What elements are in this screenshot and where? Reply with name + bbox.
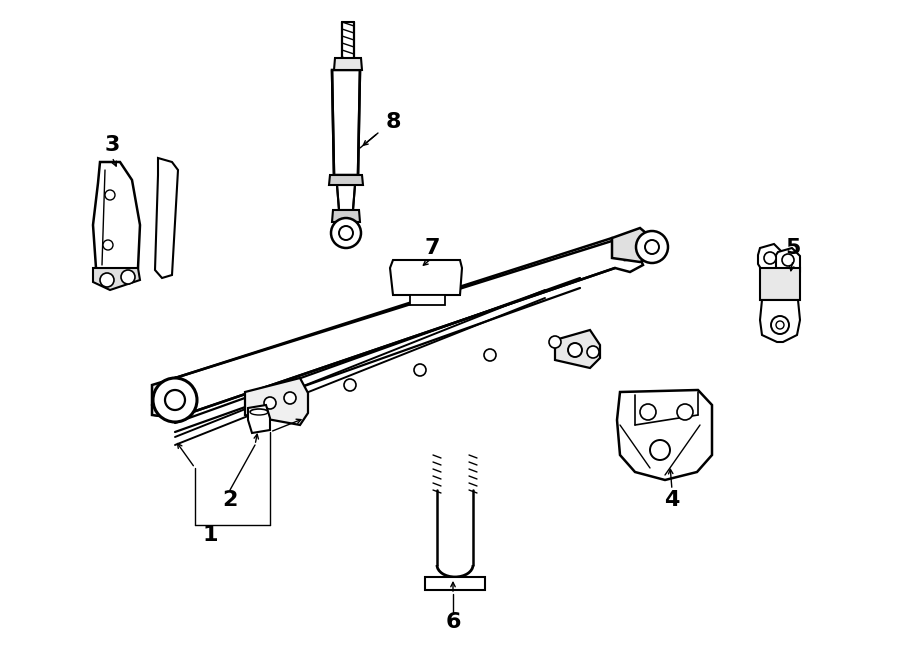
Circle shape: [339, 226, 353, 240]
Polygon shape: [93, 162, 140, 278]
Polygon shape: [93, 268, 140, 290]
Circle shape: [165, 390, 185, 410]
Polygon shape: [776, 248, 800, 278]
Circle shape: [645, 240, 659, 254]
Polygon shape: [425, 577, 485, 590]
Circle shape: [331, 218, 361, 248]
Circle shape: [568, 343, 582, 357]
Circle shape: [121, 270, 135, 284]
Circle shape: [776, 321, 784, 329]
Text: 6: 6: [446, 612, 461, 632]
Polygon shape: [332, 210, 360, 222]
Circle shape: [100, 273, 114, 287]
Polygon shape: [152, 378, 175, 418]
Polygon shape: [152, 238, 643, 418]
Polygon shape: [329, 175, 363, 185]
Text: 8: 8: [385, 112, 400, 132]
Polygon shape: [612, 228, 652, 262]
Circle shape: [636, 231, 668, 263]
Circle shape: [764, 252, 776, 264]
Circle shape: [650, 440, 670, 460]
Polygon shape: [245, 378, 308, 425]
Text: 5: 5: [786, 238, 801, 258]
Polygon shape: [155, 158, 178, 278]
Polygon shape: [334, 58, 362, 70]
Circle shape: [414, 364, 426, 376]
Circle shape: [264, 397, 276, 409]
Polygon shape: [617, 390, 712, 480]
Circle shape: [549, 336, 561, 348]
Circle shape: [344, 379, 356, 391]
Circle shape: [677, 404, 693, 420]
Circle shape: [153, 378, 197, 422]
Text: 1: 1: [202, 525, 218, 545]
Polygon shape: [758, 244, 782, 274]
Circle shape: [640, 404, 656, 420]
Text: 2: 2: [222, 490, 238, 510]
Text: 4: 4: [664, 490, 680, 510]
Polygon shape: [248, 405, 270, 433]
Circle shape: [771, 316, 789, 334]
Polygon shape: [332, 70, 360, 175]
Text: 7: 7: [424, 238, 440, 258]
Circle shape: [284, 392, 296, 404]
Polygon shape: [410, 295, 445, 305]
Text: 3: 3: [104, 135, 120, 155]
Circle shape: [103, 240, 113, 250]
Circle shape: [484, 349, 496, 361]
Polygon shape: [555, 330, 600, 368]
Polygon shape: [760, 268, 800, 300]
Circle shape: [105, 190, 115, 200]
Circle shape: [587, 346, 599, 358]
Polygon shape: [337, 185, 355, 210]
Polygon shape: [760, 300, 800, 342]
Circle shape: [782, 254, 794, 266]
Polygon shape: [390, 260, 462, 295]
